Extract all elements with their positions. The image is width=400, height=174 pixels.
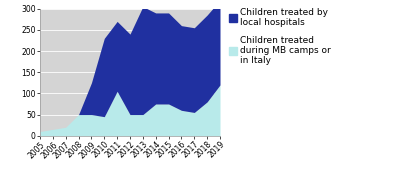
Legend: Children treated by
local hospitals, Children treated
during MB camps or
in Ital: Children treated by local hospitals, Chi…	[228, 8, 331, 65]
